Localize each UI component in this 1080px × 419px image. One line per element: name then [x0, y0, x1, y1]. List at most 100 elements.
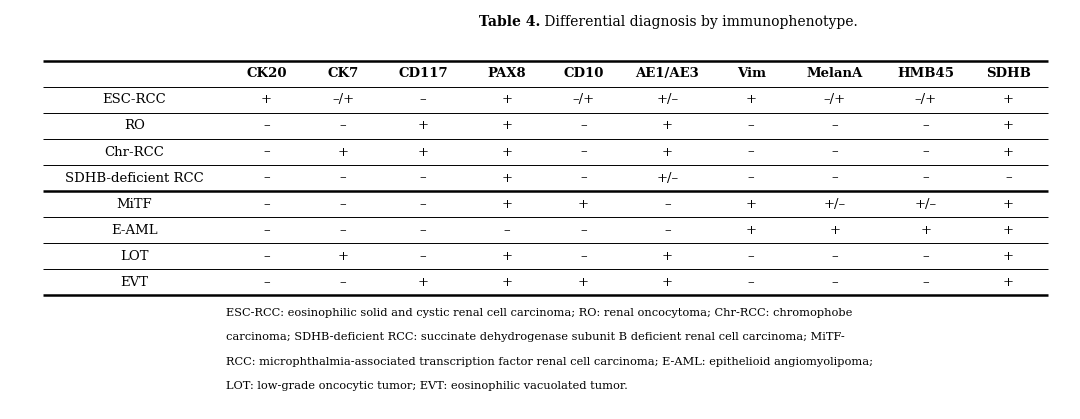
Text: –: – [419, 93, 427, 106]
Text: CD10: CD10 [564, 67, 604, 80]
Text: +: + [662, 145, 673, 158]
Text: –: – [580, 224, 586, 237]
Text: –: – [419, 171, 427, 185]
Text: LOT: low-grade oncocytic tumor; EVT: eosinophilic vacuolated tumor.: LOT: low-grade oncocytic tumor; EVT: eos… [226, 381, 627, 391]
Text: +: + [920, 224, 931, 237]
Text: +: + [745, 224, 757, 237]
Text: –: – [747, 145, 755, 158]
Text: –: – [340, 224, 347, 237]
Text: –: – [832, 171, 838, 185]
Text: +: + [417, 145, 429, 158]
Text: +: + [745, 198, 757, 211]
Text: –: – [262, 119, 270, 132]
Text: +: + [1003, 250, 1014, 263]
Text: EVT: EVT [121, 276, 149, 289]
Text: +: + [501, 171, 512, 185]
Text: +: + [1003, 93, 1014, 106]
Text: LOT: LOT [120, 250, 149, 263]
Text: –: – [747, 250, 755, 263]
Text: –: – [922, 250, 929, 263]
Text: Differential diagnosis by immunophenotype.: Differential diagnosis by immunophenotyp… [540, 15, 858, 28]
Text: +: + [662, 276, 673, 289]
Text: +/–: +/– [915, 198, 936, 211]
Text: –: – [503, 224, 510, 237]
Text: –: – [747, 119, 755, 132]
Text: Chr-RCC: Chr-RCC [105, 145, 164, 158]
Text: RCC: microphthalmia-associated transcription factor renal cell carcinoma; E-AML:: RCC: microphthalmia-associated transcrip… [226, 357, 873, 367]
Text: –/+: –/+ [824, 93, 846, 106]
Text: –: – [580, 250, 586, 263]
Text: +/–: +/– [657, 93, 678, 106]
Text: +: + [662, 119, 673, 132]
Text: –/+: –/+ [332, 93, 354, 106]
Text: +: + [1003, 198, 1014, 211]
Text: +: + [417, 276, 429, 289]
Text: +/–: +/– [657, 171, 678, 185]
Text: MiTF: MiTF [117, 198, 152, 211]
Text: CK20: CK20 [246, 67, 286, 80]
Text: MelanA: MelanA [807, 67, 863, 80]
Text: ESC-RCC: ESC-RCC [103, 93, 166, 106]
Text: AE1/AE3: AE1/AE3 [635, 67, 699, 80]
Text: HMB45: HMB45 [897, 67, 954, 80]
Text: +: + [501, 145, 512, 158]
Text: +: + [501, 276, 512, 289]
Text: +: + [1003, 276, 1014, 289]
Text: –: – [922, 171, 929, 185]
Text: –: – [340, 276, 347, 289]
Text: –: – [340, 198, 347, 211]
Text: –: – [262, 145, 270, 158]
Text: ESC-RCC: eosinophilic solid and cystic renal cell carcinoma; RO: renal oncocytom: ESC-RCC: eosinophilic solid and cystic r… [226, 308, 852, 318]
Text: +: + [501, 119, 512, 132]
Text: +: + [1003, 224, 1014, 237]
Text: –: – [922, 276, 929, 289]
Text: RO: RO [124, 119, 145, 132]
Text: –: – [832, 145, 838, 158]
Text: +: + [1003, 145, 1014, 158]
Text: CK7: CK7 [327, 67, 359, 80]
Text: –: – [419, 198, 427, 211]
Text: SDHB: SDHB [986, 67, 1030, 80]
Text: –: – [747, 171, 755, 185]
Text: E-AML: E-AML [111, 224, 158, 237]
Text: –: – [262, 250, 270, 263]
Text: –: – [262, 224, 270, 237]
Text: +: + [501, 93, 512, 106]
Text: –: – [340, 119, 347, 132]
Text: –: – [1005, 171, 1012, 185]
Text: –: – [340, 171, 347, 185]
Text: PAX8: PAX8 [487, 67, 526, 80]
Text: –: – [262, 276, 270, 289]
Text: +: + [501, 198, 512, 211]
Text: +: + [501, 250, 512, 263]
Text: +: + [338, 145, 349, 158]
Text: –/+: –/+ [915, 93, 936, 106]
Text: +: + [338, 250, 349, 263]
Text: –: – [922, 119, 929, 132]
Text: –: – [580, 119, 586, 132]
Text: –: – [419, 250, 427, 263]
Text: –/+: –/+ [572, 93, 595, 106]
Text: +: + [578, 198, 589, 211]
Text: SDHB-deficient RCC: SDHB-deficient RCC [65, 171, 204, 185]
Text: +: + [417, 119, 429, 132]
Text: –: – [419, 224, 427, 237]
Text: –: – [922, 145, 929, 158]
Text: –: – [832, 119, 838, 132]
Text: –: – [580, 171, 586, 185]
Text: –: – [664, 224, 671, 237]
Text: +: + [578, 276, 589, 289]
Text: carcinoma; SDHB-deficient RCC: succinate dehydrogenase subunit B deficient renal: carcinoma; SDHB-deficient RCC: succinate… [226, 332, 845, 342]
Text: Table 4.: Table 4. [478, 15, 540, 28]
Text: –: – [832, 250, 838, 263]
Text: +: + [1003, 119, 1014, 132]
Text: +/–: +/– [824, 198, 846, 211]
Text: CD117: CD117 [399, 67, 448, 80]
Text: +: + [829, 224, 840, 237]
Text: +: + [662, 250, 673, 263]
Text: –: – [580, 145, 586, 158]
Text: –: – [747, 276, 755, 289]
Text: –: – [664, 198, 671, 211]
Text: +: + [260, 93, 272, 106]
Text: –: – [832, 276, 838, 289]
